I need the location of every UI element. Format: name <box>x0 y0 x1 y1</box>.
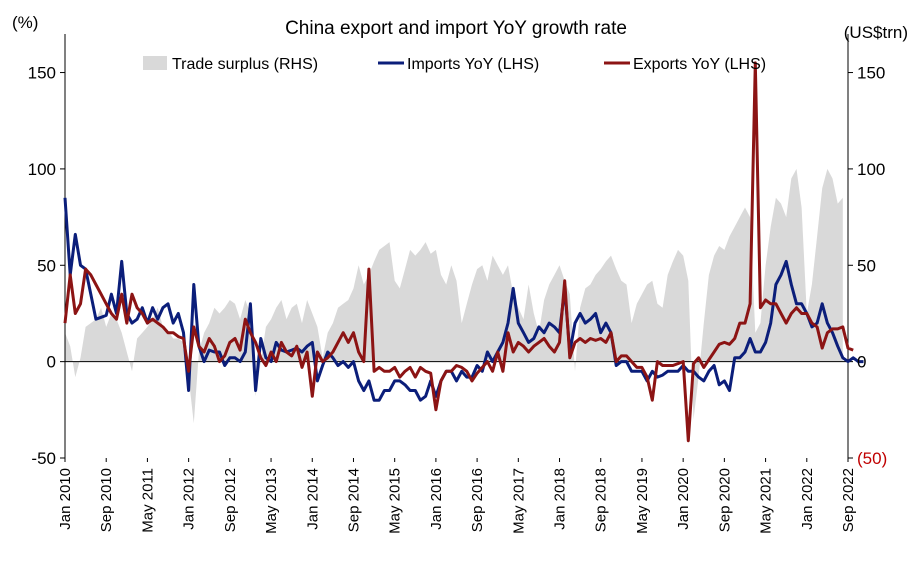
series-area-trade-surplus <box>65 168 843 424</box>
legend-label-imports: Imports YoY (LHS) <box>407 56 539 73</box>
x-tick-label: Sep 2020 <box>716 468 733 532</box>
x-tick-label: May 2015 <box>387 468 404 534</box>
y-tick-label-right: 0 <box>857 353 866 372</box>
y-tick-label-left: 0 <box>47 353 56 372</box>
x-tick-label: Jan 2010 <box>57 468 74 530</box>
x-tick-label: Jan 2022 <box>799 468 816 530</box>
legend-label-surplus: Trade surplus (RHS) <box>172 56 318 73</box>
x-tick-label: Jan 2018 <box>552 468 569 530</box>
legend-label-exports: Exports YoY (LHS) <box>633 56 766 73</box>
x-tick-label: Sep 2016 <box>469 468 486 532</box>
y-tick-label-left: -50 <box>31 449 56 468</box>
legend: Trade surplus (RHS) Imports YoY (LHS) Ex… <box>143 56 766 73</box>
y-tick-label-right: 100 <box>857 160 885 179</box>
tick-labels-layer: 150 150 100 100 50 50 0 0 -50 (50) Jan 2010 Sep 201… <box>28 64 888 534</box>
y-tick-label-right: 50 <box>857 256 876 275</box>
x-tick-label: Jan 2020 <box>675 468 692 530</box>
x-tick-label: May 2011 <box>139 468 156 533</box>
axes-layer <box>60 34 853 462</box>
x-tick-label: Sep 2012 <box>222 468 239 532</box>
x-tick-label: May 2021 <box>758 468 775 534</box>
y-tick-label-left: 50 <box>37 256 56 275</box>
x-tick-label: Sep 2010 <box>98 468 115 532</box>
surplus-area-layer <box>65 168 843 424</box>
x-tick-label: May 2019 <box>634 468 651 534</box>
x-tick-label: Jan 2012 <box>181 468 198 530</box>
legend-swatch-surplus <box>143 56 167 70</box>
x-tick-label: Sep 2014 <box>346 468 363 532</box>
y-tick-label-left: 150 <box>28 64 56 83</box>
lines-layer <box>63 61 864 443</box>
right-axis-unit: (US$trn) <box>844 23 908 42</box>
x-tick-label: Jan 2014 <box>304 468 321 530</box>
x-tick-label: May 2017 <box>510 468 527 534</box>
y-tick-label-left: 100 <box>28 160 56 179</box>
series-line-exports <box>63 61 854 443</box>
x-tick-label: Jan 2016 <box>428 468 445 530</box>
x-tick-label: May 2013 <box>263 468 280 534</box>
y-tick-label-right: (50) <box>857 449 887 468</box>
series-line-imports <box>63 197 864 402</box>
x-tick-label: Sep 2018 <box>593 468 610 532</box>
x-tick-label: Sep 2022 <box>840 468 857 532</box>
chart-title: China export and import YoY growth rate <box>285 18 627 39</box>
left-axis-unit: (%) <box>12 13 38 32</box>
y-tick-label-right: 150 <box>857 64 885 83</box>
